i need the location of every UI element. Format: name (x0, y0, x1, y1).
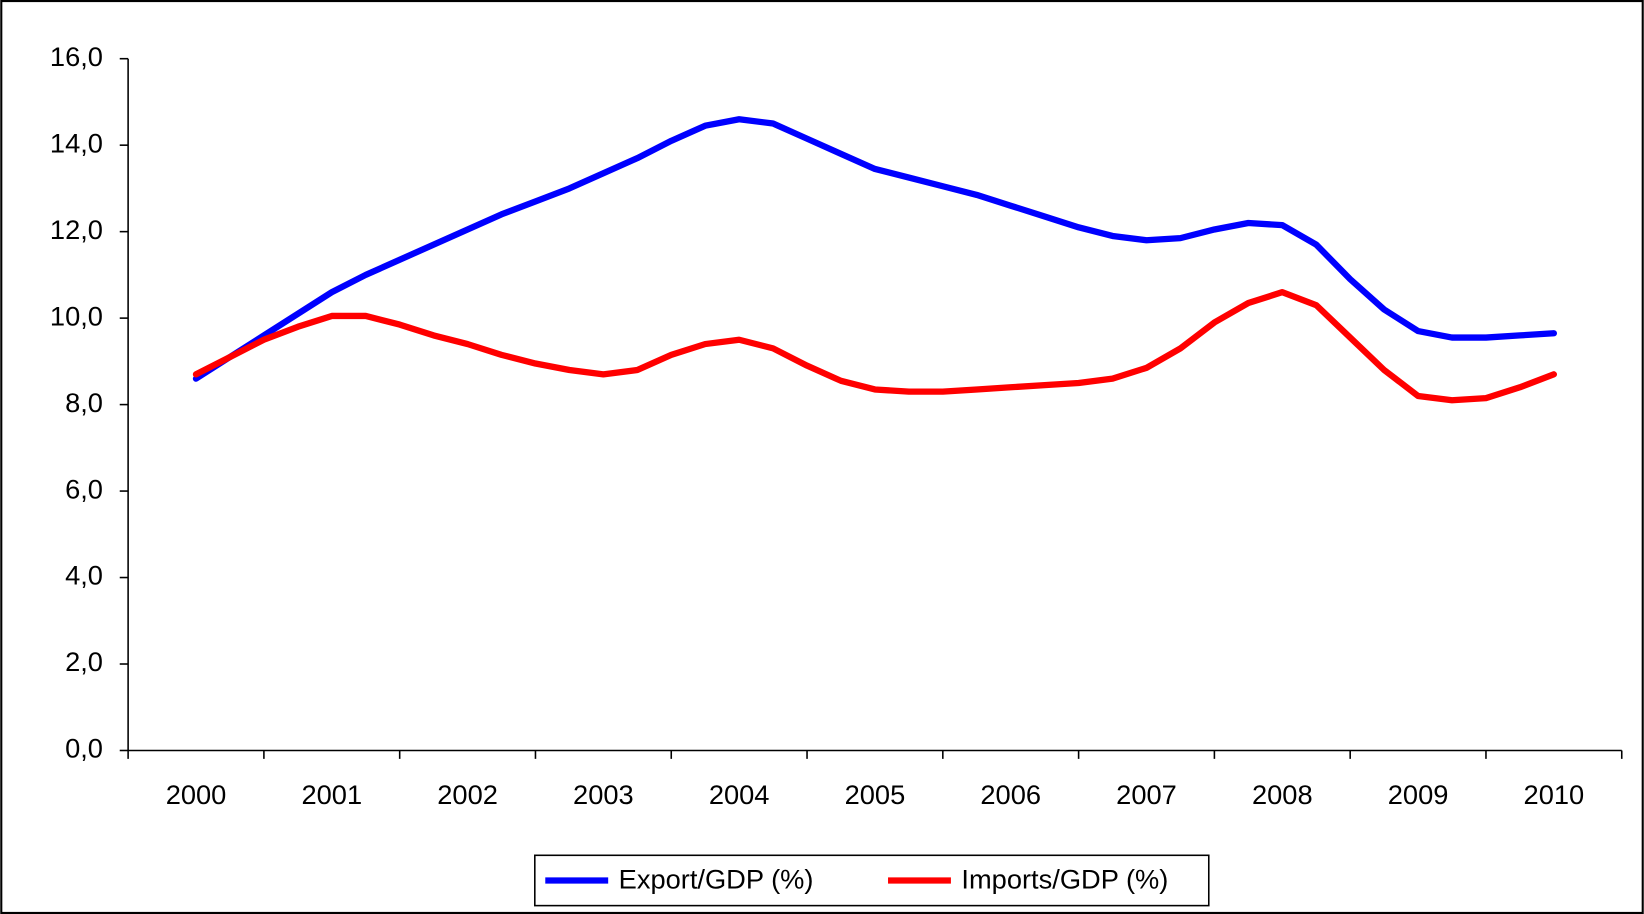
y-tick-label: 14,0 (50, 127, 103, 158)
x-tick-label: 2005 (845, 779, 906, 810)
series-line (192, 116, 1558, 382)
legend-label: Imports/GDP (%) (961, 864, 1168, 895)
y-tick-label: 6,0 (65, 473, 103, 504)
x-tick-label: 2001 (301, 779, 362, 810)
x-tick-label: 2004 (709, 779, 770, 810)
y-tick-label: 4,0 (65, 560, 103, 591)
y-tick-label: 8,0 (65, 387, 103, 418)
x-tick-label: 2010 (1524, 779, 1585, 810)
x-tick-label: 2008 (1252, 779, 1313, 810)
x-tick-label: 2007 (1116, 779, 1177, 810)
x-tick-label: 2000 (166, 779, 227, 810)
y-tick-label: 16,0 (50, 41, 103, 72)
x-tick-label: 2006 (980, 779, 1041, 810)
x-tick-label: 2003 (573, 779, 634, 810)
y-tick-label: 0,0 (65, 733, 103, 764)
y-tick-label: 12,0 (50, 214, 103, 245)
y-tick-label: 10,0 (50, 300, 103, 331)
x-tick-label: 2009 (1388, 779, 1449, 810)
x-tick-label: 2002 (437, 779, 498, 810)
series-line (192, 289, 1558, 404)
y-tick-label: 2,0 (65, 646, 103, 677)
legend-box (534, 854, 1210, 907)
legend-label: Export/GDP (%) (619, 864, 814, 895)
